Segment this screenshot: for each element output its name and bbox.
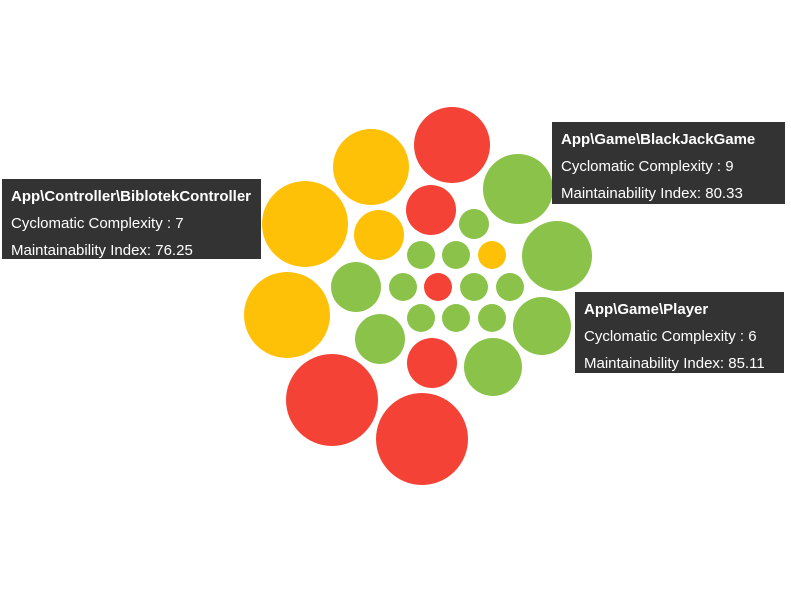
tooltip-player: App\Game\Player Cyclomatic Complexity : …: [575, 292, 784, 373]
bubble-good[interactable]: [483, 154, 553, 224]
tooltip-cyclomatic-complexity: Cyclomatic Complexity : 7: [11, 215, 184, 232]
bubble-good[interactable]: [331, 262, 381, 312]
bubble-bad[interactable]: [376, 393, 468, 485]
bubble-good[interactable]: [389, 273, 417, 301]
tooltip-class-name: App\Controller\BiblotekController: [11, 188, 251, 205]
bubble-bad[interactable]: [414, 107, 490, 183]
bubble-good[interactable]: [460, 273, 488, 301]
tooltip-maintainability-index: Maintainability Index: 76.25: [11, 242, 193, 259]
tooltip-maintainability-index: Maintainability Index: 85.11: [584, 355, 765, 372]
tooltip-biblotek-controller: App\Controller\BiblotekController Cyclom…: [2, 179, 261, 259]
bubble-bad[interactable]: [286, 354, 378, 446]
bubble-good[interactable]: [442, 304, 470, 332]
bubble-bad[interactable]: [406, 185, 456, 235]
bubble-warning[interactable]: [333, 129, 409, 205]
tooltip-maintainability-index: Maintainability Index: 80.33: [561, 185, 743, 202]
bubble-good[interactable]: [522, 221, 592, 291]
bubble-good[interactable]: [355, 314, 405, 364]
bubble-bad[interactable]: [407, 338, 457, 388]
bubble-good[interactable]: [464, 338, 522, 396]
bubble-good[interactable]: [478, 304, 506, 332]
bubble-good[interactable]: [407, 241, 435, 269]
tooltip-cyclomatic-complexity: Cyclomatic Complexity : 9: [561, 158, 734, 175]
bubble-warning[interactable]: [478, 241, 506, 269]
bubble-good[interactable]: [407, 304, 435, 332]
bubble-good[interactable]: [513, 297, 571, 355]
tooltip-blackjack-game: App\Game\BlackJackGame Cyclomatic Comple…: [552, 122, 785, 204]
bubble-bad[interactable]: [424, 273, 452, 301]
bubble-warning[interactable]: [244, 272, 330, 358]
bubble-warning[interactable]: [262, 181, 348, 267]
bubble-good[interactable]: [459, 209, 489, 239]
tooltip-cyclomatic-complexity: Cyclomatic Complexity : 6: [584, 328, 757, 345]
tooltip-class-name: App\Game\BlackJackGame: [561, 131, 756, 148]
bubble-good[interactable]: [442, 241, 470, 269]
tooltip-class-name: App\Game\Player: [584, 301, 709, 318]
bubble-good[interactable]: [496, 273, 524, 301]
bubble-warning[interactable]: [354, 210, 404, 260]
